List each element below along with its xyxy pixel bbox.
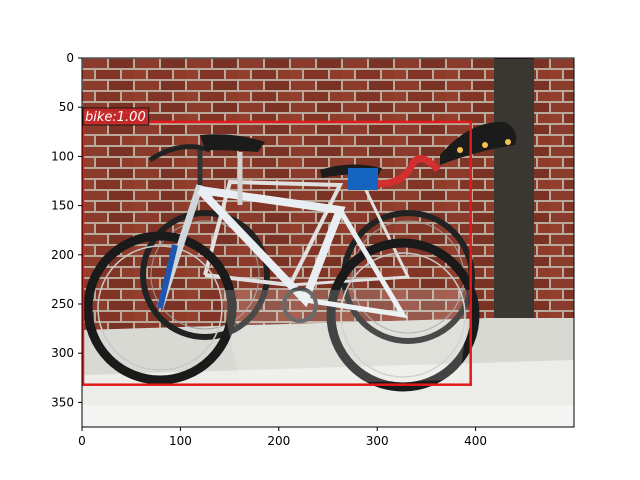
y-tick-label: 0 bbox=[66, 51, 74, 65]
y-tick-label: 300 bbox=[51, 346, 74, 360]
x-tick-label: 300 bbox=[366, 434, 389, 448]
detection-label: bike:1.00 bbox=[85, 110, 146, 125]
x-tick-label: 200 bbox=[267, 434, 290, 448]
x-tick-label: 0 bbox=[78, 434, 86, 448]
y-tick-label: 350 bbox=[51, 395, 74, 409]
y-tick-label: 100 bbox=[51, 149, 74, 163]
y-axis: 0 50 100 150 200 250 300 350 bbox=[51, 51, 82, 409]
detections-layer: bike:1.00 bbox=[81, 107, 472, 386]
detection-label-background bbox=[82, 107, 150, 126]
bike-photo bbox=[82, 58, 574, 427]
y-tick-label: 200 bbox=[51, 248, 74, 262]
x-tick-label: 400 bbox=[464, 434, 487, 448]
y-tick-label: 250 bbox=[51, 297, 74, 311]
front-bike bbox=[83, 134, 480, 392]
door-frame bbox=[494, 58, 534, 328]
detection-box bbox=[81, 120, 472, 386]
helmet bbox=[440, 121, 517, 165]
axes-frame bbox=[81, 57, 575, 428]
x-tick-label: 100 bbox=[169, 434, 192, 448]
y-tick-label: 150 bbox=[51, 199, 74, 213]
y-tick-label: 50 bbox=[59, 100, 74, 114]
brick-column bbox=[534, 58, 574, 328]
x-axis: 0 100 200 300 400 bbox=[78, 427, 487, 448]
